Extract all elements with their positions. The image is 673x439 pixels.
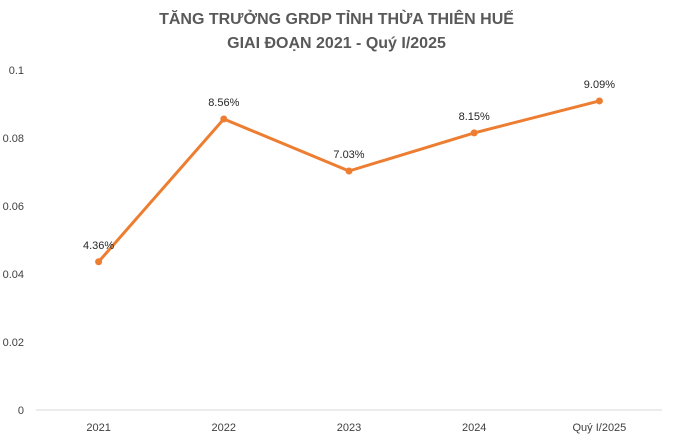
series-group xyxy=(95,97,603,266)
y-tick-label: 0.02 xyxy=(3,337,24,349)
data-labels: 4.36% 8.56% 7.03% 8.15% 9.09% xyxy=(83,79,615,252)
x-tick-label: 2021 xyxy=(86,422,110,434)
data-label: 4.36% xyxy=(83,240,114,252)
x-tick-label: 2024 xyxy=(462,422,486,434)
x-axis-ticks: 2021 2022 2023 2024 Quý I/2025 xyxy=(86,422,626,434)
data-point xyxy=(220,115,228,123)
y-tick-label: 0.04 xyxy=(3,269,24,281)
data-point xyxy=(345,167,353,175)
data-label: 7.03% xyxy=(333,149,364,161)
data-label: 8.15% xyxy=(459,111,490,123)
data-label: 8.56% xyxy=(208,97,239,109)
x-tick-label: 2023 xyxy=(337,422,361,434)
data-point xyxy=(470,129,478,137)
series-line xyxy=(97,99,601,264)
chart-title: TĂNG TRƯỞNG GRDP TỈNH THỪA THIÊN HUẾ xyxy=(159,11,514,28)
y-axis-ticks: 0 0.02 0.04 0.06 0.08 0.1 xyxy=(3,65,24,417)
x-tick-label: 2022 xyxy=(212,422,236,434)
y-tick-label: 0.06 xyxy=(3,201,24,213)
y-tick-label: 0.08 xyxy=(3,133,24,145)
x-tick-label: Quý I/2025 xyxy=(572,422,626,434)
data-label: 9.09% xyxy=(584,79,615,91)
y-tick-label: 0.1 xyxy=(9,65,24,77)
data-point xyxy=(95,258,103,266)
y-tick-label: 0 xyxy=(18,405,24,417)
chart-subtitle: GIAI ĐOẠN 2021 - Quý I/2025 xyxy=(227,35,446,52)
data-point xyxy=(595,97,603,105)
